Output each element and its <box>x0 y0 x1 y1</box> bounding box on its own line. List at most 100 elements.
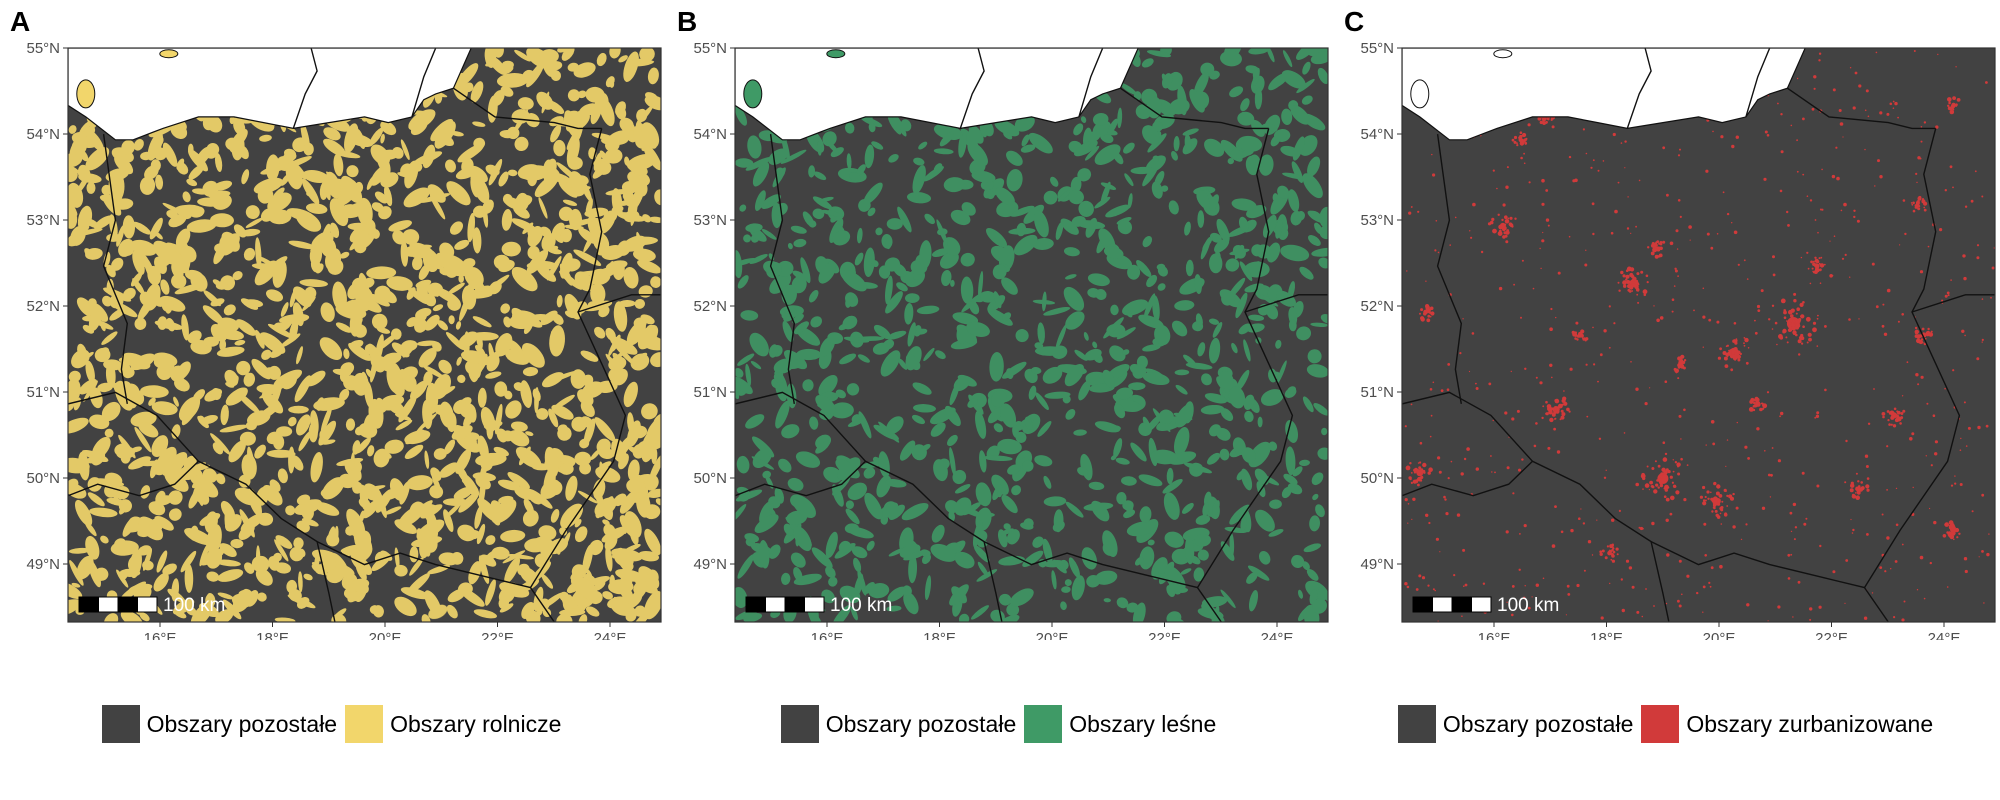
map-area <box>1402 48 1995 622</box>
scale-bar-segment <box>1412 596 1433 613</box>
scale-bar-segment <box>1432 596 1453 613</box>
swatch-other <box>101 705 140 743</box>
legend-label-other: Obszary pozostałe <box>1442 710 1634 737</box>
panel-agricultural: A 55°N 54°N 53°N 52°N 51°N 50°N 49°N 16°E 18°E 20… <box>0 0 667 800</box>
land-background <box>1402 48 1995 622</box>
legend-urban: Obszary pozostałe Obszary zurbanizowane <box>1334 705 2000 743</box>
scale-bar-segment <box>784 596 805 613</box>
border-line <box>1196 128 1294 622</box>
border-line <box>1402 391 1865 589</box>
lon-tick-label: 22°E <box>1148 630 1181 640</box>
border-line <box>1745 48 1771 118</box>
legend-item-agricultural: Obszary rolnicze <box>345 705 565 743</box>
lat-tick-label: 50°N <box>26 470 60 487</box>
lon-tick-label: 16°E <box>1478 630 1511 640</box>
panel-letter-c: C <box>1344 6 1365 37</box>
island <box>76 79 96 109</box>
lat-tick-label: 49°N <box>26 556 60 573</box>
map-urban: 55°N 54°N 53°N 52°N 51°N 50°N 49°N 16°E 18°E 20°E… <box>1360 40 1996 640</box>
lat-tick-label: 55°N <box>693 40 727 57</box>
lat-tick-label: 51°N <box>1360 384 1394 401</box>
lat-tick-label: 49°N <box>693 556 727 573</box>
lon-tick-label: 22°E <box>1815 630 1848 640</box>
swatch-urban <box>1641 705 1680 743</box>
lat-tick-label: 54°N <box>1360 126 1394 143</box>
lat-tick-label: 54°N <box>26 126 60 143</box>
border-line <box>1787 87 1936 130</box>
island <box>743 79 763 109</box>
scale-bar-segment <box>98 596 119 613</box>
scale-bar-segment <box>804 596 825 613</box>
panel-urban: C 55°N 54°N 53°N 52°N 51°N 50°N 49°N 16°E 18°E 20… <box>1334 0 2000 800</box>
lat-tick-label: 52°N <box>693 298 727 315</box>
panel-letter-b: B <box>677 6 698 37</box>
scale-bar-segment <box>117 596 138 613</box>
map-area <box>735 48 1328 622</box>
swatch-forest <box>1024 705 1063 743</box>
lon-tick-label: 16°E <box>144 630 177 640</box>
lon-tick-label: 20°E <box>1703 630 1736 640</box>
scale-bar-label: 100 km <box>830 595 892 616</box>
border-line <box>735 460 866 497</box>
lat-tick-label: 53°N <box>26 212 60 229</box>
legend-item-forest: Obszary leśne <box>1024 705 1220 743</box>
island <box>159 49 179 59</box>
swatch-other <box>780 705 819 743</box>
border-line <box>102 134 129 405</box>
border-line <box>1863 128 1961 622</box>
scale-bar: 100 km <box>1412 595 1559 616</box>
scale-bar-segment <box>1471 596 1492 613</box>
lat-tick-label: 50°N <box>1360 470 1394 487</box>
swatch-other <box>1397 705 1436 743</box>
lon-tick-label: 18°E <box>923 630 956 640</box>
scale-bar-segment <box>78 596 99 613</box>
map-agricultural: 55°N 54°N 53°N 52°N 51°N 50°N 49°N 16°E 18°E 20°E… <box>26 40 662 640</box>
scale-bar: 100 km <box>745 595 892 616</box>
scale-bar-label: 100 km <box>163 595 225 616</box>
lat-tick-label: 53°N <box>1360 212 1394 229</box>
border-line <box>68 391 531 589</box>
legend-item-other: Obszary pozostałe <box>1397 705 1637 743</box>
border-line <box>1650 541 1670 622</box>
scale-bar: 100 km <box>78 595 225 616</box>
border-line <box>1402 460 1533 497</box>
map-forest: 55°N 54°N 53°N 52°N 51°N 50°N 49°N 16°E 18°E 20°E… <box>693 40 1329 640</box>
lon-tick-label: 20°E <box>369 630 402 640</box>
lon-tick-label: 22°E <box>481 630 514 640</box>
map-frame <box>734 47 1329 623</box>
scale-bar-label: 100 km <box>1497 595 1559 616</box>
border-line <box>769 134 796 405</box>
lat-tick-label: 55°N <box>1360 40 1394 57</box>
country-borders <box>68 48 661 622</box>
lat-tick-label: 54°N <box>693 126 727 143</box>
map-frame <box>67 47 662 623</box>
lat-tick-label: 52°N <box>1360 298 1394 315</box>
border-line <box>983 541 1003 622</box>
map-frame <box>1401 47 1996 623</box>
legend-label-other: Obszary pozostałe <box>825 710 1017 737</box>
panel-forest: B 55°N 54°N 53°N 52°N 51°N 50°N 49°N 16°E 18°E 20… <box>667 0 1334 800</box>
legend-item-other: Obszary pozostałe <box>780 705 1020 743</box>
border-line <box>68 460 199 497</box>
lat-tick-label: 50°N <box>693 470 727 487</box>
lon-tick-label: 20°E <box>1036 630 1069 640</box>
lon-tick-label: 24°E <box>1928 630 1961 640</box>
border-line <box>1244 294 1328 313</box>
island <box>1493 49 1513 59</box>
border-line <box>1078 48 1104 118</box>
lat-tick-label: 53°N <box>693 212 727 229</box>
land-cover-pattern <box>1402 48 1995 622</box>
country-borders <box>1402 48 1995 622</box>
lat-tick-label: 51°N <box>26 384 60 401</box>
border-line <box>411 48 437 118</box>
lat-tick-label: 51°N <box>693 384 727 401</box>
country-borders <box>735 48 1328 622</box>
legend-forest: Obszary pozostałe Obszary leśne <box>667 705 1334 743</box>
lon-tick-label: 18°E <box>1590 630 1623 640</box>
legend-item-other: Obszary pozostałe <box>101 705 341 743</box>
border-line <box>1911 294 1995 313</box>
border-line <box>1436 134 1463 405</box>
border-line <box>735 391 1198 589</box>
border-line <box>529 128 627 622</box>
border-line <box>1120 87 1269 130</box>
